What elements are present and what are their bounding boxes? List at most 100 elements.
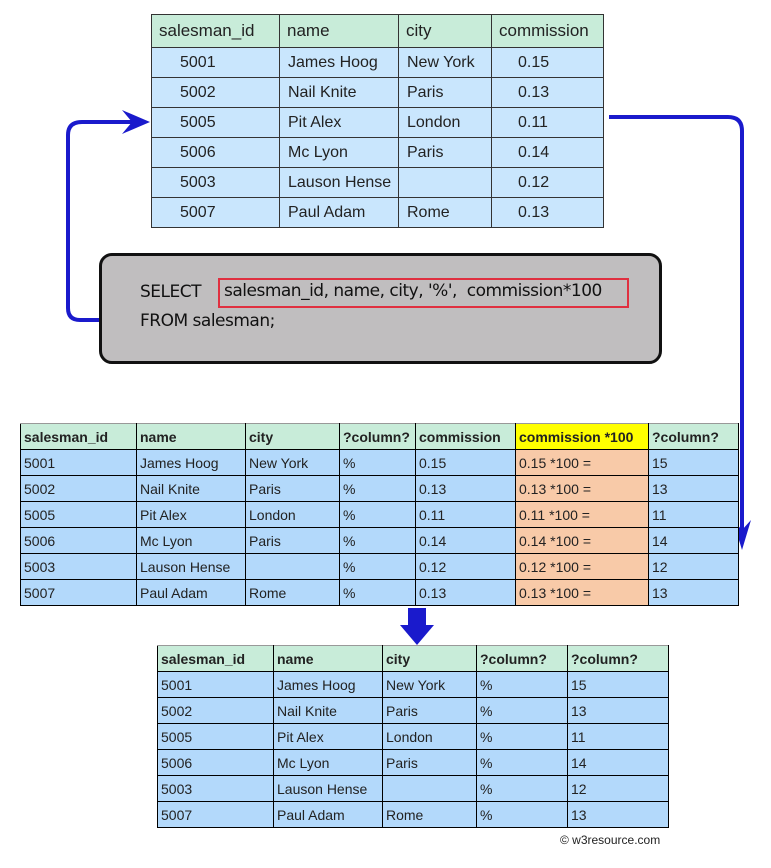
table-cell: 0.11 <box>491 107 604 138</box>
column-header: city <box>382 645 477 672</box>
table-row: 5001 James Hoog New York% 15 <box>157 671 669 698</box>
table-row: 5007 Paul Adam Rome% 13 <box>157 801 669 828</box>
copyright: © w3resource.com <box>560 833 661 847</box>
table-row: 5003 Lauson Hense% 0.12 0.12 *100 = 12 <box>20 553 739 580</box>
table-cell: Lauson Hense <box>279 167 399 198</box>
table-cell: Mc Lyon <box>279 137 399 168</box>
table-cell: 0.14 <box>491 137 604 168</box>
table-cell: 14 <box>648 527 739 554</box>
table-row: 5002 Nail Knite Paris% 0.13 0.13 *100 = 13 <box>20 475 739 502</box>
table-cell <box>398 167 492 198</box>
table-row: 5007 Paul Adam Rome 0.13 <box>151 197 604 228</box>
intermediate-table: salesman_id name city ?column? commission com… <box>20 423 739 606</box>
table-row: 5003 Lauson Hense% 12 <box>157 775 669 802</box>
table-row: 5005 Pit Alex London 0.11 <box>151 107 604 138</box>
table-cell: London <box>398 107 492 138</box>
table-cell: 11 <box>567 723 669 750</box>
column-header: ?column? <box>339 423 416 450</box>
table-row: 5006 Mc Lyon Paris% 14 <box>157 749 669 776</box>
table-cell: % <box>339 449 416 476</box>
table-row: 5006 Mc Lyon Paris 0.14 <box>151 137 604 168</box>
table-cell: 0.12 <box>415 553 516 580</box>
table-cell: Paris <box>382 697 477 724</box>
table-cell: 5001 <box>20 449 137 476</box>
column-header: ?column? <box>567 645 669 672</box>
arrow-source-to-result <box>609 115 744 532</box>
column-header: ?column? <box>476 645 568 672</box>
table-row: 5002 Nail Knite Paris 0.13 <box>151 77 604 108</box>
table-cell: 5007 <box>151 197 280 228</box>
table-cell: Nail Knite <box>273 697 383 724</box>
table-cell: 13 <box>567 697 669 724</box>
table-cell: Nail Knite <box>136 475 246 502</box>
table-row: 5007 Paul Adam Rome% 0.13 0.13 *100 = 13 <box>20 579 739 606</box>
table-cell: % <box>339 553 416 580</box>
table-cell: 0.13 <box>491 197 604 228</box>
table-cell: % <box>476 671 568 698</box>
table-cell: Lauson Hense <box>273 775 383 802</box>
table-cell: 5007 <box>20 579 137 606</box>
table-cell: New York <box>398 47 492 78</box>
header-row: salesman_id name city ?column? ?column? <box>157 645 669 672</box>
table-cell: 5001 <box>151 47 280 78</box>
table-cell: James Hoog <box>136 449 246 476</box>
table-cell: Pit Alex <box>273 723 383 750</box>
table-cell: Paul Adam <box>136 579 246 606</box>
arrow-down-icon <box>400 608 434 645</box>
table-cell: 11 <box>648 501 739 528</box>
table-cell: 0.15 *100 = <box>515 449 649 476</box>
table-cell: 5006 <box>157 749 274 776</box>
table-cell: % <box>476 749 568 776</box>
table-cell: James Hoog <box>279 47 399 78</box>
table-cell: 12 <box>567 775 669 802</box>
table-cell: 0.13 *100 = <box>515 475 649 502</box>
table-cell: Mc Lyon <box>273 749 383 776</box>
table-cell: 0.13 <box>415 475 516 502</box>
table-cell: 0.11 *100 = <box>515 501 649 528</box>
table-cell: 5001 <box>157 671 274 698</box>
table-cell: 13 <box>648 579 739 606</box>
table-cell: New York <box>382 671 477 698</box>
table-row: 5005 Pit Alex London% 11 <box>157 723 669 750</box>
table-cell: Lauson Hense <box>136 553 246 580</box>
table-cell: 0.14 <box>415 527 516 554</box>
table-cell: Rome <box>398 197 492 228</box>
table-cell: 5002 <box>20 475 137 502</box>
table-cell: 0.14 *100 = <box>515 527 649 554</box>
table-cell: % <box>476 775 568 802</box>
table-cell: 5005 <box>151 107 280 138</box>
column-header: name <box>136 423 246 450</box>
table-cell: Nail Knite <box>279 77 399 108</box>
table-cell: Paul Adam <box>273 801 383 828</box>
table-cell: 15 <box>648 449 739 476</box>
table-row: 5001 James Hoog New York% 0.15 0.15 *100 = 15 <box>20 449 739 476</box>
table-cell: Mc Lyon <box>136 527 246 554</box>
table-cell: 12 <box>648 553 739 580</box>
table-cell: 5002 <box>157 697 274 724</box>
table-cell: 0.13 <box>491 77 604 108</box>
table-cell: 5007 <box>157 801 274 828</box>
table-cell: % <box>476 801 568 828</box>
table-cell: Paris <box>382 749 477 776</box>
table-cell: Rome <box>382 801 477 828</box>
table-cell: Rome <box>245 579 340 606</box>
table-row: 5001 James Hoog New York 0.15 <box>151 47 604 78</box>
column-header: salesman_id <box>151 14 280 48</box>
table-cell: 14 <box>567 749 669 776</box>
table-cell: % <box>339 475 416 502</box>
table-row: 5002 Nail Knite Paris% 13 <box>157 697 669 724</box>
table-cell: 5003 <box>157 775 274 802</box>
sql-line-2: FROM salesman; <box>140 311 275 331</box>
table-cell <box>245 553 340 580</box>
column-header: salesman_id <box>157 645 274 672</box>
sql-query-box: SELECT salesman_id, name, city, '%', com… <box>99 253 662 364</box>
table-cell: 0.13 <box>415 579 516 606</box>
table-cell: % <box>476 723 568 750</box>
column-header: name <box>273 645 383 672</box>
header-row: salesman_id name city ?column? commission com… <box>20 423 739 450</box>
table-cell: 15 <box>567 671 669 698</box>
table-cell: James Hoog <box>273 671 383 698</box>
column-header: commission <box>491 14 604 48</box>
table-cell: New York <box>245 449 340 476</box>
